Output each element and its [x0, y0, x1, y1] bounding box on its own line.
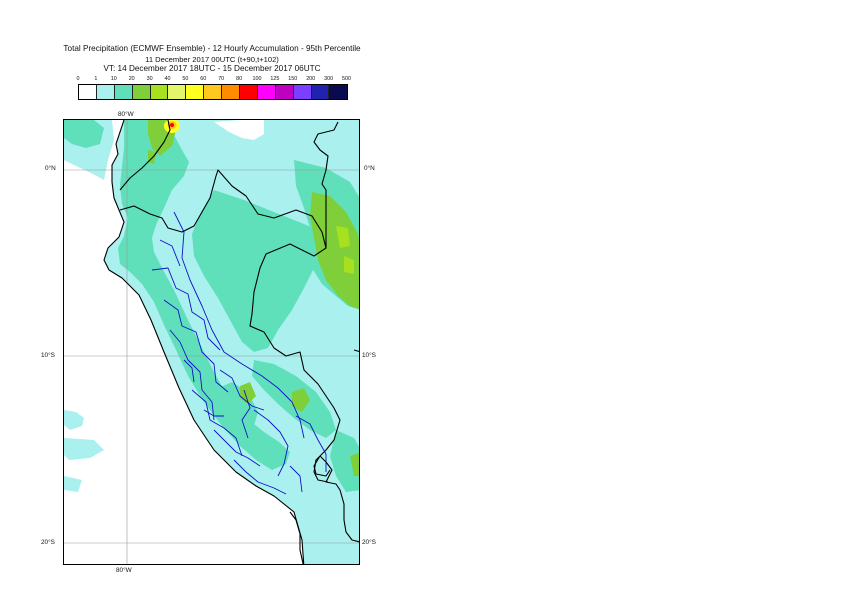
offshore-precip-patch — [64, 410, 84, 430]
precip-10-20-area — [330, 430, 359, 492]
legend-threshold-label: 0 — [76, 76, 80, 82]
lat-label-left-20s: 20°S — [41, 539, 55, 546]
offshore-precip-patch — [64, 438, 104, 460]
legend-swatch-0 — [79, 85, 97, 99]
ocean-area — [64, 120, 304, 564]
legend-swatch-9 — [240, 85, 258, 99]
legend-swatch-4 — [150, 85, 169, 99]
legend-threshold-label: 200 — [306, 76, 316, 82]
legend-threshold-label: 80 — [236, 76, 243, 82]
country-borders — [103, 120, 359, 564]
precip-hotspot-peak — [170, 123, 174, 127]
map-panel — [63, 119, 360, 565]
precip-30-40-area — [344, 256, 354, 274]
precip-20-30-area — [240, 382, 256, 404]
legend-swatch-3 — [132, 85, 151, 99]
precipitation-color-legend — [78, 84, 349, 100]
offshore-precip-patch — [64, 476, 82, 492]
legend-threshold-label: 60 — [200, 76, 207, 82]
precip-20-30-area — [350, 452, 359, 476]
precipitation-map — [64, 120, 359, 564]
legend-threshold-label: 70 — [218, 76, 225, 82]
legend-threshold-label: 300 — [324, 76, 334, 82]
legend-swatch-2 — [114, 85, 133, 99]
map-run-time: 11 December 2017 00UTC (t+90,t+102) — [145, 55, 279, 64]
legend-swatch-5 — [168, 85, 187, 99]
legend-threshold-labels: 0 1 10 20 30 40 50 60 70 80 100 125 150 200 300 500 — [0, 76, 420, 86]
legend-swatch-10 — [257, 85, 276, 99]
legend-threshold-label: 100 — [252, 76, 262, 82]
legend-threshold-label: 500 — [342, 76, 351, 82]
legend-swatch-12 — [293, 85, 312, 99]
precip-20-30-area — [292, 388, 310, 412]
lat-label-right-20s: 20°S — [362, 539, 376, 546]
legend-threshold-label: 40 — [164, 76, 171, 82]
precip-10-20-area — [192, 190, 324, 352]
precip-30-40-area — [336, 226, 350, 248]
region-boundaries — [151, 211, 327, 495]
legend-threshold-label: 150 — [288, 76, 298, 82]
legend-swatch-14 — [329, 85, 348, 99]
lat-label-right-0n: 0°N — [364, 165, 375, 172]
lat-label-right-10s: 10°S — [362, 352, 376, 359]
precip-20-30-area — [310, 192, 359, 310]
map-title: Total Precipitation (ECMWF Ensemble) - 1… — [63, 44, 361, 53]
legend-threshold-label: 10 — [110, 76, 117, 82]
legend-swatch-8 — [222, 85, 241, 99]
legend-swatch-13 — [311, 85, 330, 99]
legend-threshold-label: 1 — [94, 76, 98, 82]
legend-threshold-label: 50 — [182, 76, 189, 82]
lat-label-left-0n: 0°N — [45, 165, 56, 172]
legend-swatch-1 — [96, 85, 115, 99]
legend-threshold-label: 20 — [128, 76, 135, 82]
map-valid-time: VT: 14 December 2017 18UTC - 15 December… — [103, 64, 321, 73]
lon-label-top: 80°W — [118, 111, 134, 118]
legend-swatch-11 — [275, 85, 294, 99]
legend-swatch-6 — [186, 85, 205, 99]
no-precip-area — [214, 120, 264, 140]
legend-swatch-7 — [204, 85, 223, 99]
precip-10-20-area — [118, 120, 290, 470]
lon-label-bottom: 80°W — [116, 567, 132, 574]
legend-threshold-label: 30 — [146, 76, 153, 82]
legend-threshold-label: 125 — [270, 76, 280, 82]
precip-10-20-area — [64, 120, 104, 148]
lat-label-left-10s: 10°S — [41, 352, 55, 359]
